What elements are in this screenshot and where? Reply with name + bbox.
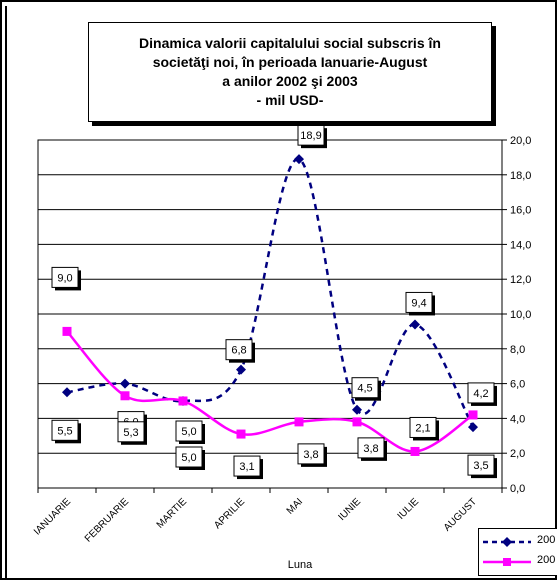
svg-text:18,9: 18,9 (300, 130, 321, 142)
data-point-series-2 (62, 326, 72, 336)
y-tick-label: 12,0 (510, 274, 531, 286)
legend-label-series-1: 200 (537, 534, 556, 546)
legend-label-series-2: 200 (537, 554, 556, 566)
data-label-series-2: 2,1 (409, 416, 439, 441)
data-point-series-2 (468, 410, 478, 420)
chart-title: Dinamica valorii capitalului social subs… (139, 35, 441, 108)
y-tick-label: 4,0 (510, 413, 525, 425)
data-label-series-2: 3,8 (357, 437, 387, 461)
svg-text:5,5: 5,5 (57, 425, 72, 437)
data-label-series-1: 5,0 (175, 446, 205, 470)
data-label-series-1: 5,5 (51, 419, 81, 444)
data-label-series-1: 4,5 (351, 377, 381, 401)
data-point-series-2 (236, 429, 246, 439)
data-point-series-1 (410, 319, 420, 330)
data-point-series-1 (62, 387, 72, 398)
data-label-series-2: 3,8 (297, 443, 327, 467)
svg-text:3,5: 3,5 (473, 460, 488, 472)
data-label-series-2: 3,1 (233, 455, 263, 480)
y-tick-label: 20,0 (510, 135, 531, 147)
svg-text:5,0: 5,0 (181, 426, 196, 438)
chart-title-box: Dinamica valorii capitalului social subs… (88, 22, 492, 122)
y-tick-label: 0,0 (510, 483, 525, 495)
data-point-series-1 (352, 404, 362, 415)
legend-entry-series-2: 200 (479, 553, 557, 571)
legend-swatch-series-2 (483, 558, 531, 566)
data-point-series-2 (178, 396, 188, 406)
svg-text:4,5: 4,5 (357, 383, 372, 395)
y-tick-label: 18,0 (510, 170, 531, 182)
svg-text:6,8: 6,8 (231, 345, 246, 357)
legend: 200 200 (478, 528, 557, 576)
y-tick-label: 16,0 (510, 205, 531, 217)
y-tick-label: 8,0 (510, 344, 525, 356)
y-tick-label: 6,0 (510, 379, 525, 391)
y-tick-label: 14,0 (510, 239, 531, 251)
data-point-series-2 (120, 391, 130, 401)
data-point-series-2 (294, 417, 304, 427)
data-point-series-2 (352, 417, 362, 427)
data-label-series-1: 9,4 (405, 291, 435, 316)
svg-text:3,1: 3,1 (239, 461, 254, 473)
legend-entry-series-1: 200 (479, 533, 557, 551)
data-point-series-1 (468, 422, 478, 433)
data-point-series-1 (294, 154, 304, 165)
data-label-series-1: 3,5 (467, 454, 497, 479)
legend-swatch-series-1 (483, 537, 531, 547)
data-labels: 5,56,05,06,818,94,59,43,59,05,35,03,13,8… (51, 124, 497, 480)
y-tick-label: 10,0 (510, 309, 531, 321)
data-label-series-1: 18,9 (297, 124, 327, 149)
y-tick-label: 2,0 (510, 448, 525, 460)
data-label-series-2: 4,2 (467, 382, 497, 406)
svg-text:3,8: 3,8 (363, 443, 378, 455)
data-point-series-2 (410, 446, 420, 456)
svg-text:9,4: 9,4 (411, 297, 426, 309)
x-axis-label: Luna (288, 559, 313, 571)
svg-text:2,1: 2,1 (415, 422, 430, 434)
svg-text:4,2: 4,2 (473, 388, 488, 400)
data-label-series-2: 5,0 (175, 420, 205, 444)
data-label-series-2: 9,0 (51, 266, 81, 291)
svg-text:5,0: 5,0 (181, 452, 196, 464)
svg-text:3,8: 3,8 (303, 449, 318, 461)
data-point-series-1 (120, 378, 130, 389)
svg-text:5,3: 5,3 (123, 427, 138, 439)
data-label-series-2: 5,3 (117, 421, 147, 445)
data-point-series-1 (236, 364, 246, 375)
data-label-series-1: 6,8 (225, 339, 255, 363)
y-axis-ticks: 0,0 2,0 4,0 6,0 8,0 10,0 12,0 14,0 16,0 18,0 20,0 (502, 135, 531, 495)
svg-text:9,0: 9,0 (57, 272, 72, 284)
series-group (62, 154, 478, 456)
